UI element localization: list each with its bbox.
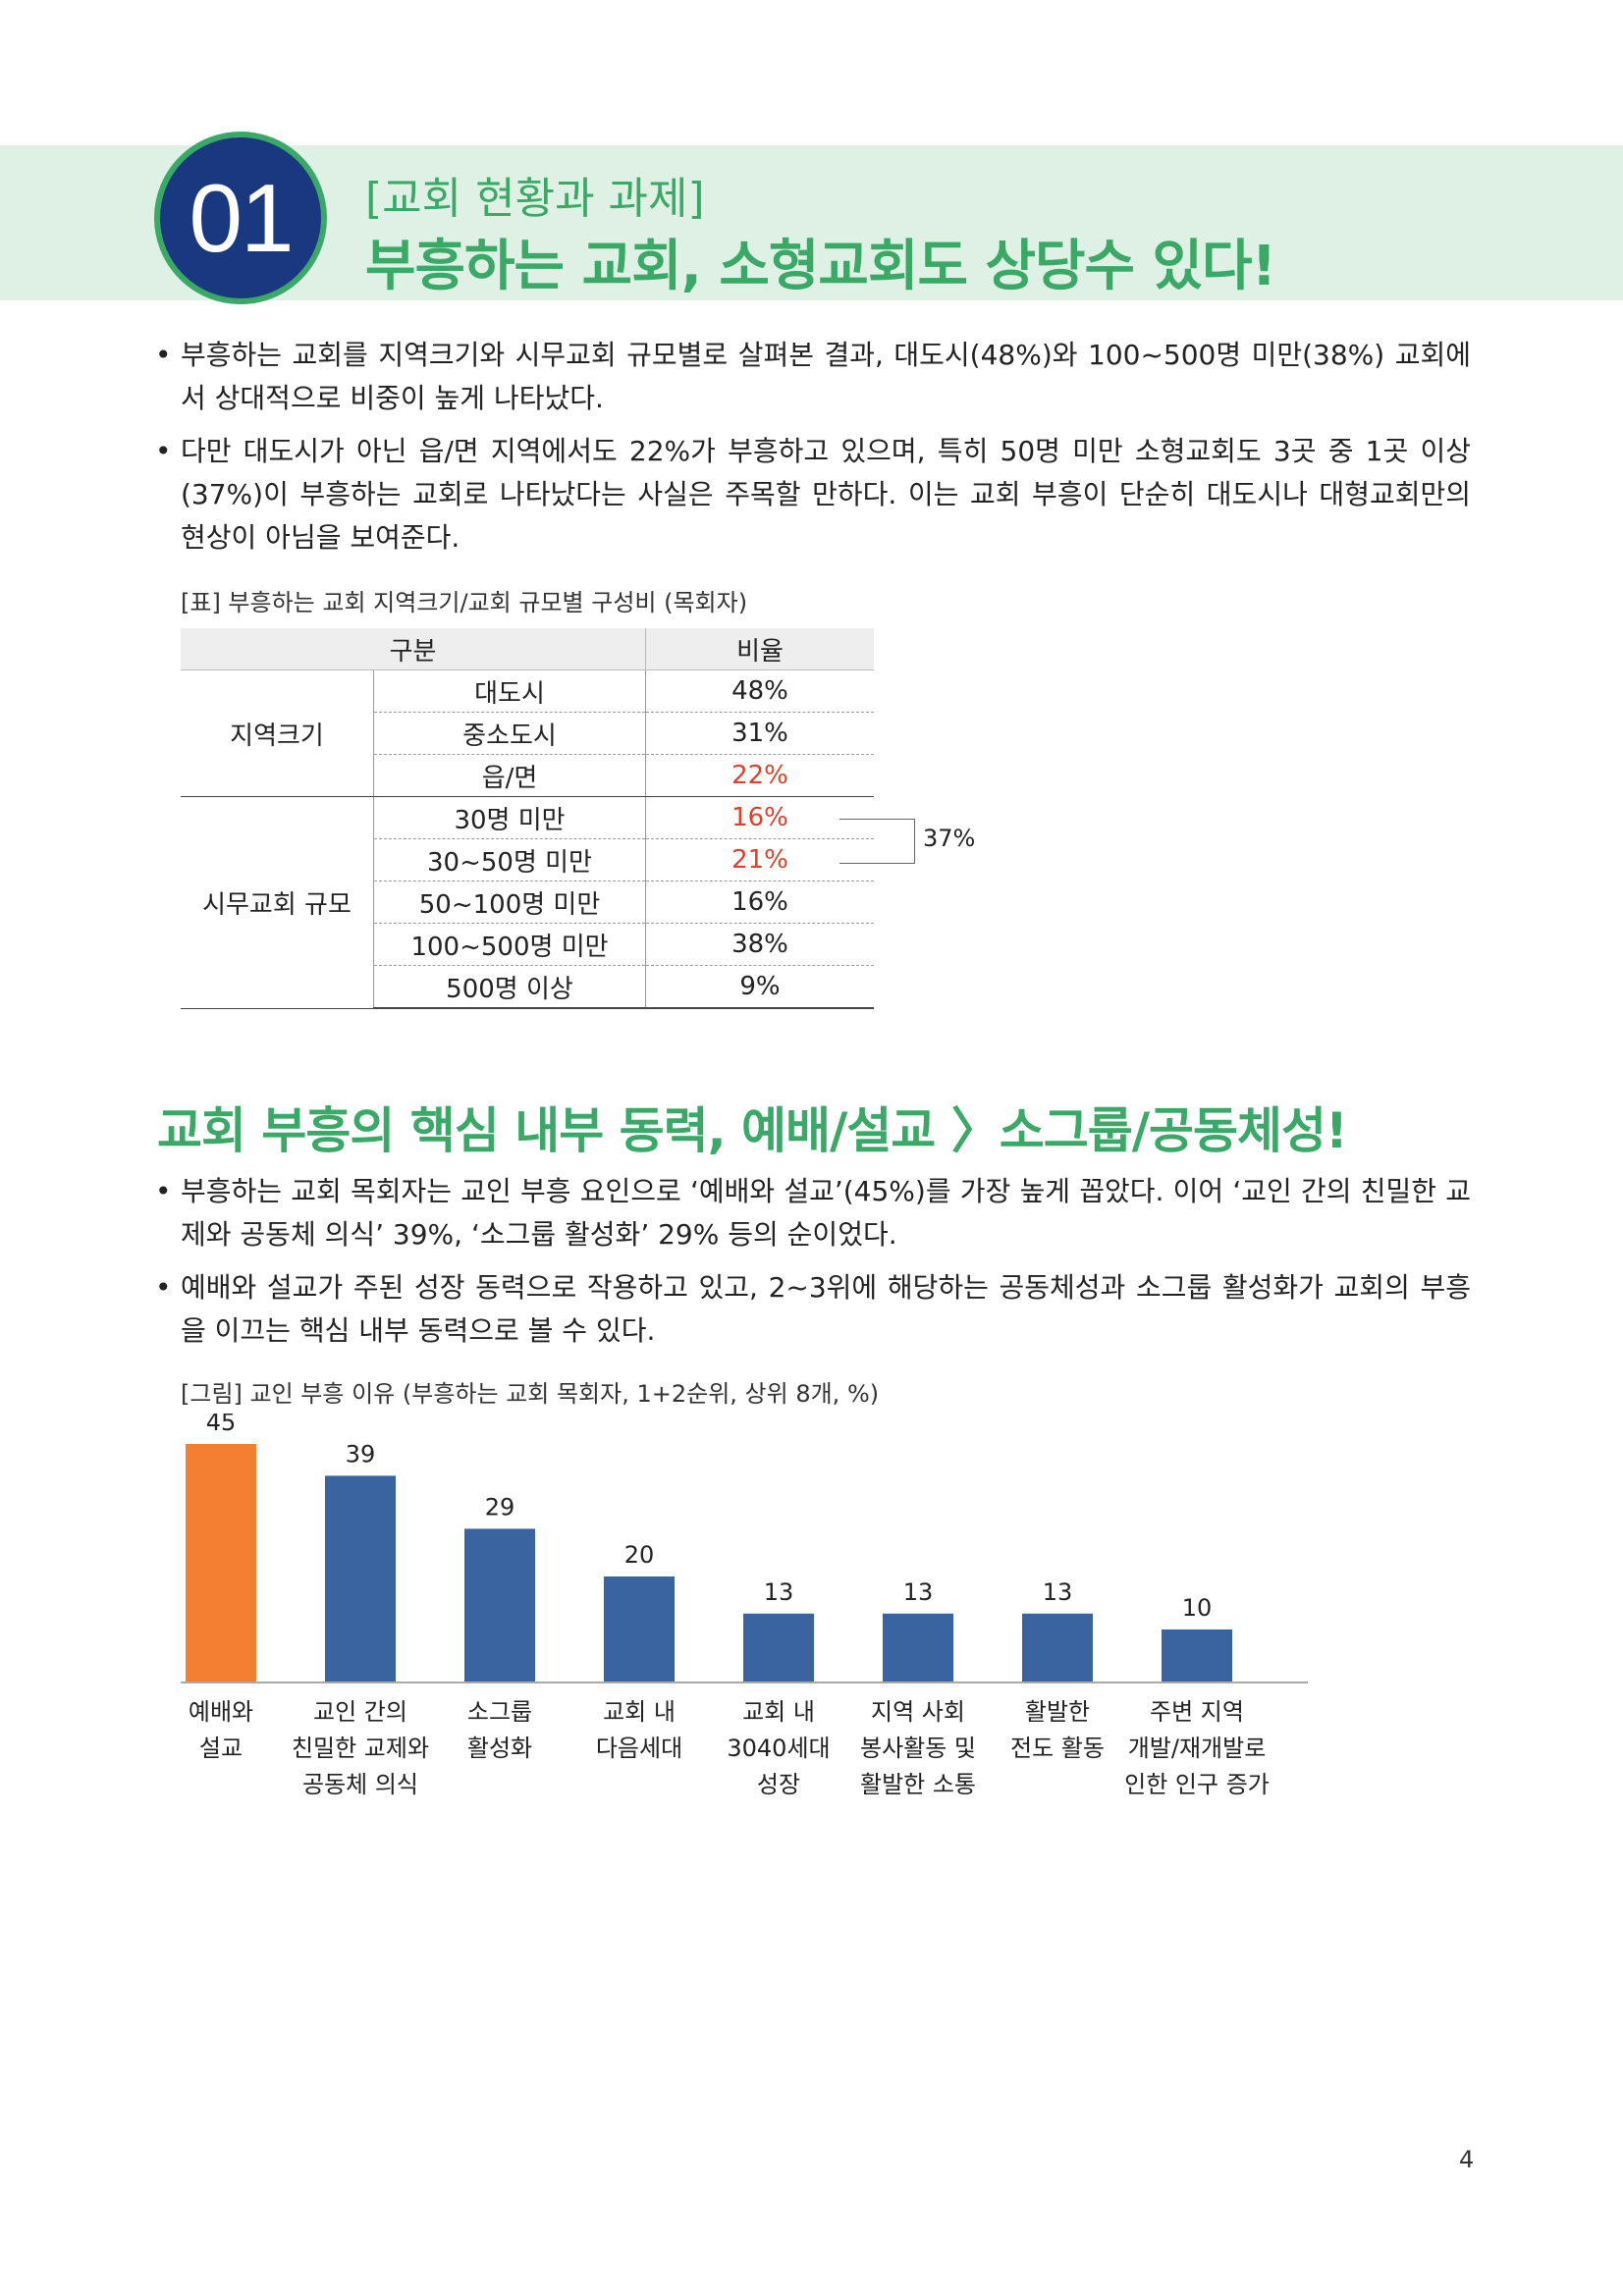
row-value-highlight: 22% [645,754,874,797]
row-label: 중소도시 [373,712,646,755]
row-label: 읍/면 [373,754,646,797]
category-label: 활발한 소통 [860,1771,976,1798]
composition-table: 구분 비율 지역크기 대도시 48% 중소도시 31% 읍/면 22% 시무교회… [181,628,874,1009]
table-row: 중소도시 31% [181,712,874,755]
section-title: 부흥하는 교회, 소형교회도 상당수 있다! [365,235,1276,298]
category-label: 활성화 [467,1735,532,1762]
section2-title: 교회 부흥의 핵심 내부 동력, 예배/설교 〉소그룹/공동체성! [157,1102,1348,1159]
category-label: 활발한 [1025,1698,1090,1726]
table-row: 읍/면 22% [181,754,874,797]
page-number: 4 [1459,2146,1475,2173]
category-label: 3040세대 [727,1735,830,1762]
section1-bullets: 부흥하는 교회를 지역크기와 시무교회 규모별로 살펴본 결과, 대도시(48%… [155,334,1471,569]
bar-value-label: 45 [206,1414,237,1436]
bar [743,1613,814,1682]
category-label: 교회 내 [742,1698,815,1726]
section2-bullets: 부흥하는 교회 목회자는 교인 부흥 요인으로 ‘예배와 설교’(45%)를 가… [155,1170,1471,1362]
bar [1022,1613,1093,1682]
row-value: 48% [645,669,874,713]
row-label: 100~500명 미만 [373,923,646,966]
table-row: 시무교회 규모 30명 미만 16% [181,796,874,1009]
row-value: 38% [645,923,874,966]
figure-caption: [그림] 교인 부흥 이유 (부흥하는 교회 목회자, 1+2순위, 상위 8개… [181,1380,880,1408]
sum-bracket [839,819,915,864]
category-label: 지역 사회 [871,1698,965,1726]
category-label: 인한 인구 증가 [1124,1771,1270,1798]
category-label: 소그룹 [467,1698,532,1726]
row-label: 50~100명 미만 [373,881,646,924]
sum-bracket-label: 37% [923,825,976,852]
category-label: 주변 지역 [1150,1698,1244,1726]
table-row: 지역크기 대도시 48% [181,669,874,797]
section-category: [교회 현황과 과제] [365,174,705,224]
bar-value-label: 39 [346,1440,376,1468]
bar-value-label: 10 [1182,1594,1213,1622]
table-row: 30~50명 미만 21% [181,838,874,881]
header-ratio: 비율 [645,628,874,670]
category-label: 설교 [199,1735,243,1762]
row-value-highlight: 16% [645,796,874,839]
row-value-highlight: 21% [645,838,874,881]
row-value: 9% [645,965,874,1009]
row-label: 30~50명 미만 [373,838,646,881]
bar-value-label: 13 [903,1578,934,1606]
bar [883,1613,953,1682]
header-category: 구분 [181,628,646,670]
row-value: 16% [645,881,874,924]
table-row: 500명 이상 9% [181,965,874,1009]
bullet-item: 다만 대도시가 아닌 읍/면 지역에서도 22%가 부흥하고 있으며, 특히 5… [155,430,1471,560]
bar [325,1475,396,1682]
group-label: 지역크기 [181,669,374,797]
category-label: 친밀한 교제와 [292,1735,429,1762]
bar-value-label: 13 [1043,1578,1073,1606]
group-label: 시무교회 규모 [181,796,374,1009]
table-row: 100~500명 미만 38% [181,923,874,966]
category-label: 교회 내 [603,1698,676,1726]
bar-value-label: 20 [624,1541,655,1569]
bar-value-label: 13 [764,1578,794,1606]
category-label: 공동체 의식 [302,1771,418,1798]
bullet-item: 부흥하는 교회 목회자는 교인 부흥 요인으로 ‘예배와 설교’(45%)를 가… [155,1170,1471,1256]
bar [464,1528,535,1682]
bar [186,1444,256,1682]
bullet-item: 부흥하는 교회를 지역크기와 시무교회 규모별로 살펴본 결과, 대도시(48%… [155,334,1471,420]
bar [1162,1629,1232,1682]
bullet-item: 예배와 설교가 주된 성장 동력으로 작용하고 있고, 2~3위에 해당하는 공… [155,1266,1471,1353]
row-value: 31% [645,712,874,755]
category-label: 봉사활동 및 [860,1735,976,1762]
table-row: 50~100명 미만 16% [181,881,874,924]
section-number-badge: 01 [154,132,327,304]
bar-value-label: 29 [485,1493,515,1521]
row-label: 500명 이상 [373,965,646,1009]
bar [604,1576,675,1682]
category-label: 교인 간의 [313,1698,407,1726]
table-header-row: 구분 비율 [181,628,874,670]
category-label: 개발/재개발로 [1128,1735,1267,1762]
category-label: 예배와 [189,1698,253,1726]
category-label: 성장 [757,1771,800,1798]
category-label: 다음세대 [596,1735,682,1762]
row-label: 30명 미만 [373,796,646,839]
table-caption: [표] 부흥하는 교회 지역크기/교회 규모별 구성비 (목회자) [181,589,748,616]
row-label: 대도시 [373,669,646,713]
category-label: 전도 활동 [1010,1735,1105,1762]
